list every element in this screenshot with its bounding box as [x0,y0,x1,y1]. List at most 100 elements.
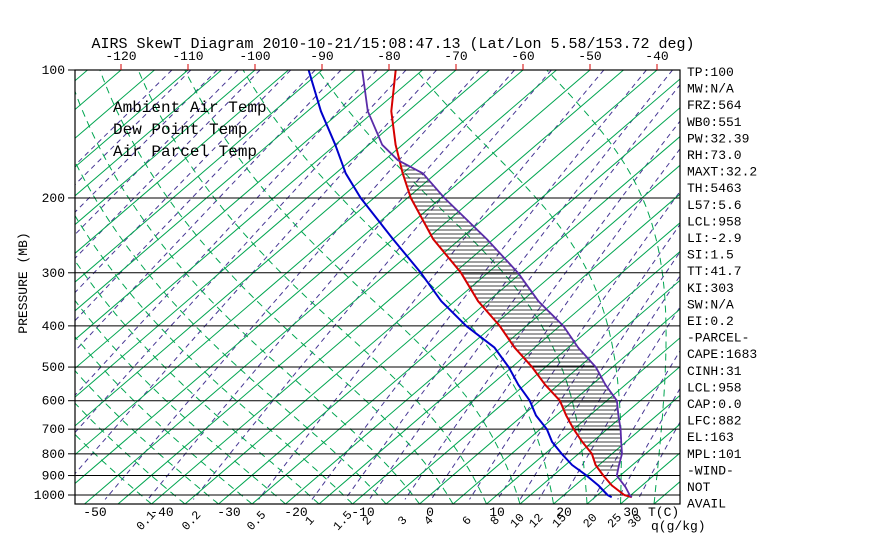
pressure-tick-label: 1000 [34,488,65,503]
ambient-temp-curve [390,70,633,499]
stat-line: EI:0.2 [687,314,734,329]
mixing-ratio-tick-label: 12 [526,511,546,531]
mixing-ratio-tick-label: 25 [605,511,625,531]
pressure-tick-label: 400 [42,319,65,334]
stat-line: TT:41.7 [687,264,742,279]
mixing-ratio-line [75,70,378,397]
top-axis-tick-label: -80 [377,49,400,64]
isotherm-line [75,70,189,168]
isotherm-line [75,70,88,82]
moist-adiabat-line [242,70,554,504]
legend-dew-point-temp: Dew Point Temp [113,121,247,139]
isotherm-line [84,70,591,504]
mixing-ratio-line [538,275,680,500]
stat-line: L57:5.6 [687,198,742,213]
stat-line: RH:73.0 [687,148,742,163]
moist-adiabat-line [546,70,667,504]
mixing-ratio-line [75,70,316,322]
moist-adiabat-line [184,70,521,504]
isotherm-line [117,70,624,504]
stat-line: CAP:0.0 [687,397,742,412]
mixing-ratio-line [592,350,680,500]
pressure-tick-label: 200 [42,191,65,206]
sounding-curves [307,70,633,499]
stat-line: MW:N/A [687,82,734,97]
moist-adiabat-line [75,89,420,504]
mixing-ratio-line [617,387,680,500]
mixing-ratio-line [311,70,647,500]
mixing-ratio-line [344,70,673,500]
mixing-ratio-line [104,70,481,500]
cape-hatch-area [400,161,622,471]
pressure-tick-label: 900 [42,469,65,484]
stat-line: -WIND- [687,463,734,478]
mixing-ratio-tick-label: 0.2 [179,508,204,533]
mixing-ratio-line [637,421,680,500]
moist-adiabat-lines [75,70,667,504]
mixing-ratio-line [561,306,680,500]
mixing-ratio-line [258,70,605,500]
bottom-axis-tick-label: 10 [489,505,505,520]
stat-line: PW:32.39 [687,131,749,146]
isotherm-line [75,70,256,226]
legend-air-parcel-temp: Air Parcel Temp [113,143,257,161]
stat-line: TH:5463 [687,181,742,196]
bottom-axis-tick-label: 30 [623,505,639,520]
mixing-ratio-tick-label: 1 [302,514,317,529]
top-axis-tick-label: -90 [310,49,333,64]
mixing-ratio-tick-label: 0.5 [244,508,269,533]
moist-adiabat-line [75,259,320,504]
isotherm-line [586,423,680,504]
mixing-ratio-tick-label: 10 [508,511,528,531]
legend-ambient-air-temp: Ambient Air Temp [113,99,267,117]
pressure-tick-label: 600 [42,394,65,409]
pressure-tick-label: 100 [42,63,65,78]
isotherm-line [75,70,457,398]
parcel-temp-curve [361,70,633,498]
isotherm-line [419,279,680,504]
top-axis-tick-label: -50 [578,49,601,64]
mixing-ratio-line [469,190,680,500]
moist-adiabat-line [75,299,286,504]
isotherm-line [75,70,390,341]
moist-adiabat-line [75,214,353,504]
stat-line: SW:N/A [687,297,734,312]
isotherm-line [75,70,524,456]
isotherm-lines [75,70,680,504]
isotherm-line [385,250,680,504]
moist-adiabat-line [317,70,588,504]
isotherm-line [251,135,680,504]
mixing-ratio-line [519,251,680,500]
stat-line: LI:-2.9 [687,231,742,246]
plot-frame [74,69,681,505]
mixing-ratio-line [497,223,680,500]
stat-line: TP:100 [687,65,734,80]
mixing-ratio-tick-label: 3 [395,514,410,529]
isotherm-line [75,70,490,427]
isotherm-line [75,70,323,283]
mixing-ratio-unit-label: q(g/kg) [651,519,706,534]
isotherm-line [285,164,680,504]
mixing-ratio-tick-label: 20 [580,511,600,531]
stat-line: SI:1.5 [687,248,734,263]
bottom-axis-tick-label: -20 [284,505,307,520]
mixing-ratio-tick-label: 6 [460,514,475,529]
top-axis-tick-label: -60 [511,49,534,64]
stat-line: CINH:31 [687,364,742,379]
stat-line: LFC:882 [687,414,742,429]
mixing-ratio-line [147,70,515,500]
moist-adiabat-line [99,70,454,504]
stat-line: WB0:551 [687,115,742,130]
stat-line: EL:163 [687,430,734,445]
isotherm-line [75,70,289,254]
pressure-tick-label: 500 [42,360,65,375]
isotherm-line [318,193,680,504]
isotherm-line [218,107,680,504]
bottom-axis-tick-label: -40 [150,505,173,520]
isotherm-line [486,337,680,504]
pressure-tick-label: 300 [42,266,65,281]
isotherm-line [75,70,356,312]
top-axis-tick-label: -100 [239,49,270,64]
